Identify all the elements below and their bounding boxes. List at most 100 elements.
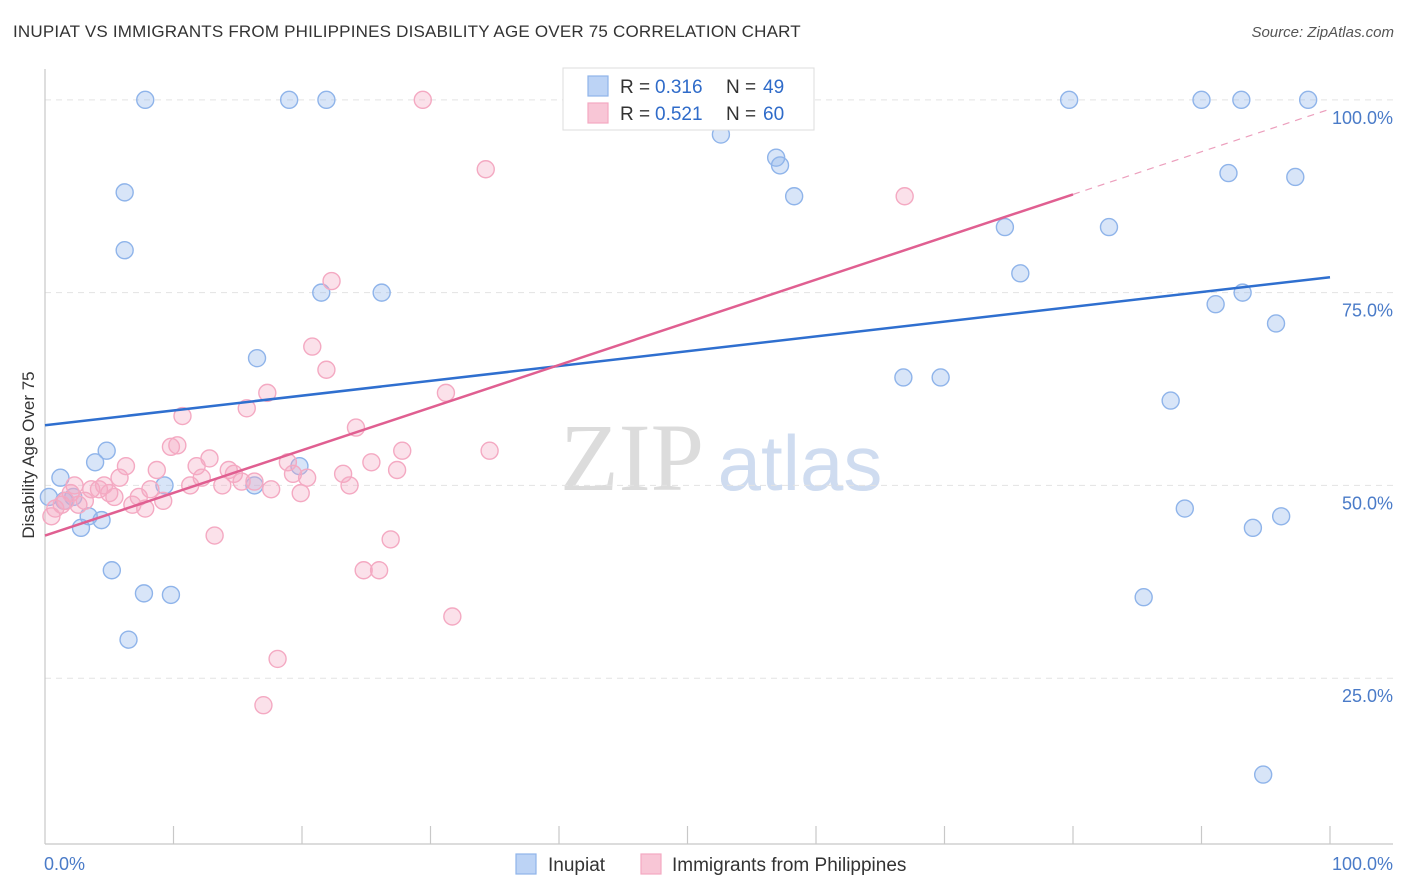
bottom-legend-label-inupiat: Inupiat xyxy=(548,855,606,876)
inupiat-point xyxy=(312,283,331,302)
inupiat-point xyxy=(102,561,122,580)
legend-r-label-philippines: R = xyxy=(620,104,650,125)
inupiat-point xyxy=(1134,588,1153,607)
inupiat-point xyxy=(85,453,105,472)
inupiat-point xyxy=(279,90,299,110)
legend-n-label-philippines: N = xyxy=(726,104,756,125)
inupiat-point xyxy=(1243,518,1263,538)
philippines-point xyxy=(480,441,499,460)
philippines-point xyxy=(268,649,287,669)
philippines-point xyxy=(393,441,412,460)
philippines-point xyxy=(413,90,432,110)
legend-swatch-inupiat xyxy=(587,75,609,97)
y-tick-label: 25.0% xyxy=(1342,686,1393,706)
philippines-point xyxy=(291,483,310,503)
philippines-point xyxy=(354,561,373,580)
bottom-legend-swatch-philippines xyxy=(640,853,662,875)
philippines-point xyxy=(161,437,181,457)
inupiat-point xyxy=(1161,391,1180,410)
legend-n-value-inupiat: 49 xyxy=(763,77,784,98)
y-tick-label: 100.0% xyxy=(1332,108,1393,128)
inupiat-point xyxy=(119,630,138,649)
inupiat-point xyxy=(1059,90,1079,110)
legend-r-value-philippines: 0.521 xyxy=(655,104,703,125)
philippines-point xyxy=(381,530,400,549)
inupiat-point xyxy=(51,468,70,487)
series-inupiat-points xyxy=(39,90,1318,784)
inupiat-point xyxy=(247,348,267,368)
bottom-legend-label-philippines: Immigrants from Philippines xyxy=(672,855,906,876)
philippines-point xyxy=(254,695,273,715)
inupiat-trend-line xyxy=(44,275,1331,427)
inupiat-point xyxy=(317,90,336,110)
watermark: ZIP atlas xyxy=(560,404,882,511)
philippines-point xyxy=(245,472,264,491)
philippines-point xyxy=(369,561,389,580)
philippines-point xyxy=(116,456,136,476)
inupiat-point xyxy=(784,187,804,206)
inupiat-point xyxy=(1192,90,1211,110)
inupiat-point xyxy=(995,217,1015,237)
series-philippines-points xyxy=(42,90,914,715)
source-label: Source: ZipAtlas.com xyxy=(1251,24,1394,41)
chart-title: INUPIAT VS IMMIGRANTS FROM PHILIPPINES D… xyxy=(13,22,801,41)
philippines-point xyxy=(362,453,381,472)
philippines-point xyxy=(895,187,914,206)
philippines-point xyxy=(110,468,129,487)
bottom-legend: Inupiat Immigrants from Philippines xyxy=(515,853,906,876)
legend-n-value-philippines: 60 xyxy=(763,104,784,125)
philippines-point xyxy=(105,487,124,507)
philippines-point xyxy=(322,271,341,291)
inupiat-point xyxy=(372,283,391,302)
inupiat-point xyxy=(1266,314,1286,333)
philippines-point xyxy=(333,464,353,484)
bottom-legend-swatch-inupiat xyxy=(515,853,537,875)
legend-r-value-inupiat: 0.316 xyxy=(655,77,703,98)
inupiat-point xyxy=(1271,507,1291,526)
inupiat-point xyxy=(1011,264,1030,283)
philippines-point xyxy=(173,406,192,426)
philippines-point xyxy=(261,480,281,499)
inupiat-point xyxy=(1219,163,1238,183)
philippines-point xyxy=(476,160,495,179)
inupiat-point xyxy=(155,476,174,495)
philippines-point xyxy=(303,337,322,356)
inupiat-point xyxy=(134,584,154,603)
inupiat-point xyxy=(136,90,155,110)
philippines-point xyxy=(65,476,84,495)
gridlines xyxy=(45,99,1393,679)
philippines-trend-extension xyxy=(1072,108,1331,195)
watermark-atlas: atlas xyxy=(718,419,883,507)
inupiat-point xyxy=(770,156,790,175)
philippines-point xyxy=(258,383,277,403)
philippines-point xyxy=(205,526,224,545)
x-axis-ticks xyxy=(172,826,1331,844)
inupiat-point xyxy=(115,183,134,202)
inupiat-point xyxy=(1099,217,1119,237)
inupiat-point xyxy=(1286,167,1305,187)
y-axis-tick-labels: 25.0% 50.0% 75.0% 100.0% xyxy=(1332,108,1393,706)
x-tick-label-min: 0.0% xyxy=(44,854,85,874)
inupiat-point xyxy=(1232,90,1251,110)
philippines-point xyxy=(168,436,187,455)
philippines-point xyxy=(200,449,219,468)
inupiat-point xyxy=(97,441,116,460)
inupiat-point xyxy=(1298,90,1318,110)
legend-box: R = 0.316 N = 49 R = 0.521 N = 60 xyxy=(562,67,815,131)
x-tick-label-max: 100.0% xyxy=(1332,854,1393,874)
watermark-zip: ZIP xyxy=(560,404,704,511)
philippines-point xyxy=(232,472,251,491)
legend-n-label-inupiat: N = xyxy=(726,77,756,98)
philippines-point xyxy=(237,399,256,418)
y-axis-title: Disability Age Over 75 xyxy=(19,371,38,538)
philippines-point xyxy=(317,360,336,379)
inupiat-point xyxy=(1206,294,1225,314)
philippines-point xyxy=(75,491,95,511)
inupiat-point xyxy=(894,368,913,387)
philippines-point xyxy=(283,464,303,484)
legend-r-label-inupiat: R = xyxy=(620,77,650,98)
inupiat-point xyxy=(931,368,950,387)
philippines-point xyxy=(387,460,407,480)
inupiat-point xyxy=(1175,499,1194,518)
